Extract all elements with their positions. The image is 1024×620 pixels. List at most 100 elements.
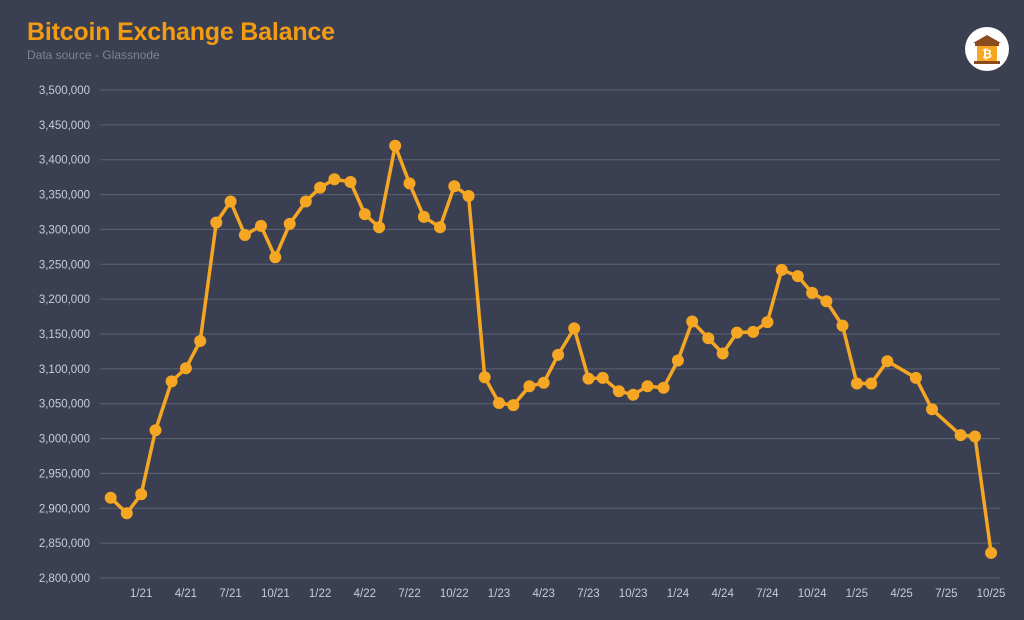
data-point	[657, 381, 670, 394]
data-point	[850, 377, 863, 390]
x-tick-label: 4/24	[711, 588, 734, 600]
data-point	[954, 429, 967, 442]
x-tick-label: 1/23	[488, 588, 510, 600]
data-point	[165, 375, 178, 388]
y-tick-label: 2,950,000	[39, 468, 90, 480]
data-point	[269, 251, 282, 264]
data-point	[985, 546, 998, 559]
x-tick-label: 1/22	[309, 588, 331, 600]
y-tick-label: 2,850,000	[39, 538, 90, 550]
data-point	[523, 380, 536, 393]
data-point	[299, 195, 312, 208]
y-tick-label: 3,050,000	[39, 399, 90, 411]
y-axis-ticks: 2,800,000 2,850,000 2,900,000 2,950,000 3,00…	[39, 85, 90, 585]
data-point	[926, 403, 938, 416]
series-line	[108, 144, 993, 555]
x-axis-ticks: 1/21 4/21 7/21 10/21 1/22 4/22 7/22 10/22 1/23 4/…	[130, 588, 1005, 600]
data-point	[179, 362, 192, 375]
data-point	[358, 208, 371, 221]
y-tick-label: 3,250,000	[39, 259, 90, 271]
chart-subtitle: Data source - Glassnode	[27, 48, 160, 62]
data-point	[791, 270, 804, 283]
data-point	[238, 229, 251, 241]
data-point	[641, 380, 654, 393]
data-point	[210, 216, 223, 229]
data-point	[462, 190, 475, 202]
x-tick-label: 4/22	[354, 588, 376, 600]
data-point	[493, 397, 505, 409]
data-point	[448, 180, 461, 193]
data-point	[120, 507, 133, 520]
data-point	[596, 371, 609, 384]
chart-title: Bitcoin Exchange Balance	[27, 18, 335, 46]
y-tick-label: 3,350,000	[39, 190, 90, 202]
data-point	[881, 355, 894, 368]
data-point	[344, 176, 357, 188]
y-tick-label: 2,800,000	[39, 573, 90, 585]
data-point	[328, 173, 341, 186]
data-point	[194, 335, 207, 347]
series-points	[104, 139, 998, 559]
data-point	[702, 332, 715, 345]
data-point	[389, 139, 402, 152]
data-point	[671, 354, 684, 367]
data-point	[820, 295, 833, 308]
x-tick-label: 10/23	[619, 588, 648, 600]
y-tick-label: 3,100,000	[39, 364, 90, 376]
bitcoin-glyph: ₿	[982, 47, 992, 61]
data-point	[865, 377, 878, 390]
x-tick-label: 10/21	[261, 588, 290, 600]
x-tick-label: 4/21	[175, 588, 197, 600]
data-point	[224, 195, 237, 208]
series-line-path	[108, 144, 993, 555]
data-point	[568, 322, 581, 335]
data-point	[537, 376, 550, 389]
x-tick-label: 10/22	[440, 588, 469, 600]
x-tick-label: 1/21	[130, 588, 152, 600]
data-point	[255, 219, 267, 232]
data-point	[806, 286, 819, 299]
data-point	[731, 326, 743, 339]
data-point	[836, 319, 849, 332]
data-point	[314, 181, 327, 194]
y-tick-label: 3,000,000	[39, 434, 90, 446]
y-tick-label: 3,200,000	[39, 294, 90, 306]
data-point	[135, 488, 148, 501]
x-tick-label: 4/23	[533, 588, 555, 600]
x-tick-label: 1/24	[667, 588, 690, 600]
data-point	[104, 491, 117, 504]
data-point	[582, 372, 595, 385]
data-point	[373, 221, 386, 234]
x-tick-label: 7/25	[935, 588, 957, 600]
data-point	[909, 371, 922, 384]
data-point	[686, 315, 699, 328]
data-point	[761, 316, 774, 329]
y-tick-label: 2,900,000	[39, 503, 90, 515]
data-point	[478, 371, 491, 384]
x-tick-label: 1/25	[846, 588, 868, 600]
x-tick-label: 7/21	[219, 588, 241, 600]
data-point	[403, 177, 416, 190]
data-point	[747, 325, 760, 338]
data-point	[149, 424, 162, 437]
bitcoin-bank-icon: ₿	[965, 27, 1009, 71]
data-point	[507, 399, 520, 412]
y-tick-label: 3,150,000	[39, 329, 90, 341]
y-tick-label: 3,400,000	[39, 155, 90, 167]
data-point	[969, 430, 981, 443]
x-tick-label: 4/25	[890, 588, 912, 600]
x-tick-label: 7/22	[398, 588, 420, 600]
x-tick-label: 7/23	[577, 588, 599, 600]
x-tick-label: 7/24	[756, 588, 779, 600]
x-tick-label: 10/24	[798, 588, 827, 600]
data-point	[283, 217, 296, 230]
data-point	[716, 347, 729, 360]
data-point	[417, 210, 430, 223]
data-point	[627, 388, 640, 401]
y-tick-label: 3,450,000	[39, 120, 90, 132]
data-point	[612, 385, 625, 398]
x-tick-label: 10/25	[977, 588, 1006, 600]
data-point	[434, 221, 446, 234]
